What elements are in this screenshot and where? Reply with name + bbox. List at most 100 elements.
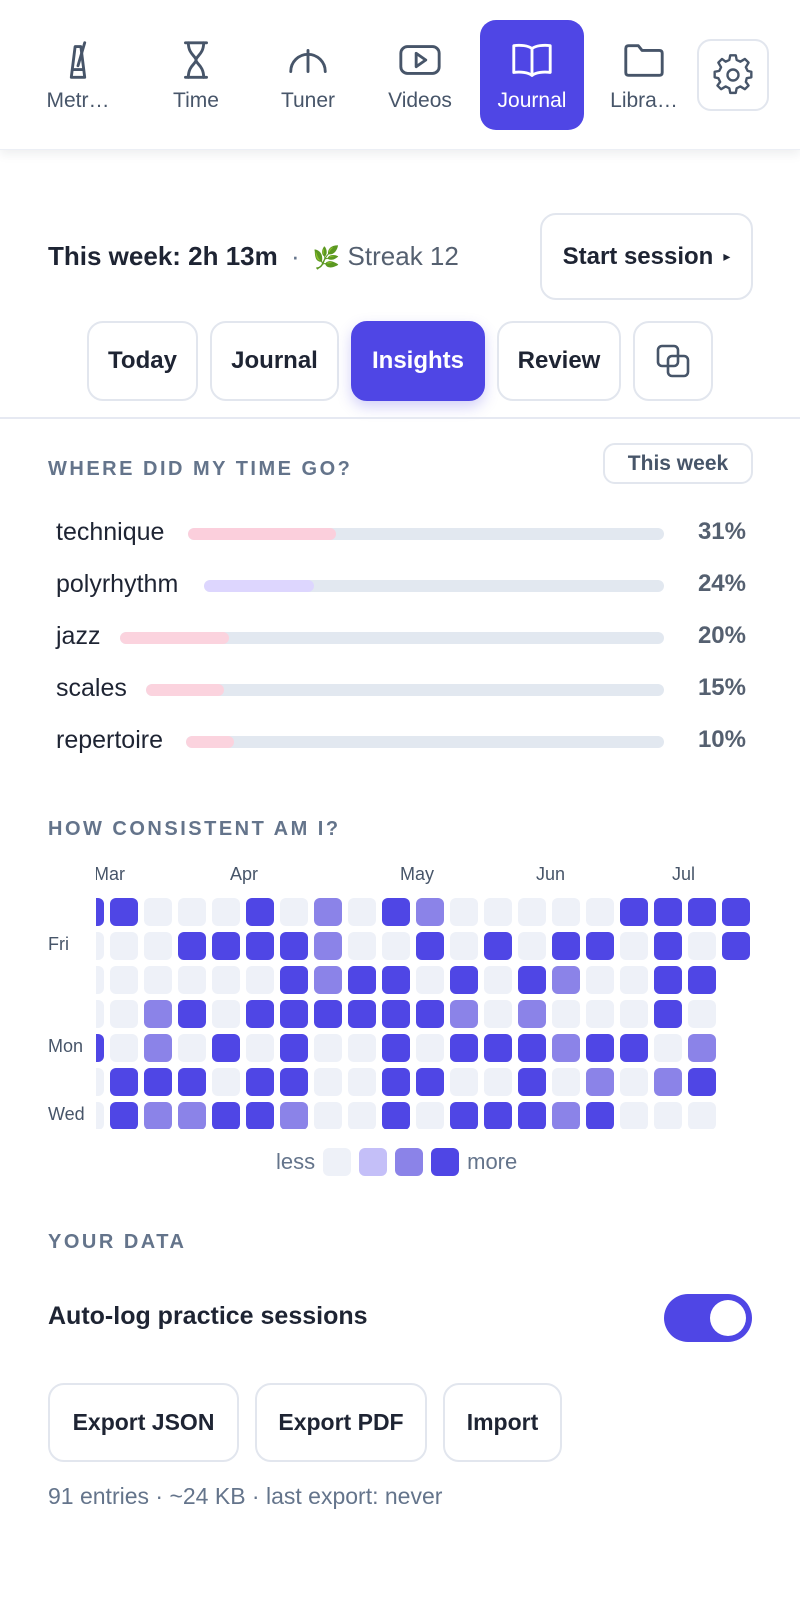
heatmap-cell [144, 932, 172, 960]
heatmap-cell [212, 898, 240, 926]
heatmap-cell [314, 1102, 342, 1129]
time-bar-fill [146, 684, 224, 696]
heatmap-cell [688, 966, 716, 994]
heatmap-cell [654, 1068, 682, 1096]
heatmap-cell [586, 1034, 614, 1062]
heatmap-cell [620, 1102, 648, 1129]
time-row-label: repertoire [56, 726, 163, 754]
heatmap-cell [552, 1034, 580, 1062]
import-button[interactable]: Import [443, 1383, 562, 1462]
heatmap-cell [212, 966, 240, 994]
heatmap-cell [484, 1034, 512, 1062]
button-label: Import [466, 1409, 539, 1435]
export-json-button[interactable]: Export JSON [48, 1383, 239, 1462]
heatmap-cell [620, 898, 648, 926]
tab-journal[interactable]: Journal [210, 321, 339, 401]
consistency-heatmap: Mar Apr May Jun Jul [96, 864, 756, 1129]
nav-item-label: Time [173, 89, 219, 112]
heatmap-cell [280, 1068, 308, 1096]
time-range-button[interactable]: This week [603, 443, 753, 484]
gear-icon [713, 54, 753, 95]
heatmap-cell [450, 1102, 478, 1129]
heatmap-cell [450, 898, 478, 926]
tab-today[interactable]: Today [87, 321, 198, 401]
tab-compare[interactable] [633, 321, 713, 401]
data-section-heading: YOUR DATA [48, 1231, 187, 1253]
export-pdf-button[interactable]: Export PDF [255, 1383, 427, 1462]
heatmap-cell [688, 1034, 716, 1062]
heatmap-cell [722, 932, 750, 960]
heatmap-cell [280, 932, 308, 960]
heatmap-cell [110, 1000, 138, 1028]
heatmap-cell [110, 1102, 138, 1129]
settings-button[interactable] [697, 39, 769, 111]
time-row-label: jazz [56, 622, 101, 650]
nav-item-time[interactable]: Time [144, 20, 248, 130]
time-bar-fill [120, 632, 229, 644]
time-bar-track [186, 736, 664, 748]
nav-item-tuner[interactable]: Tuner [256, 20, 360, 130]
heatmap-cell [382, 1068, 410, 1096]
heatmap-cell [484, 1068, 512, 1096]
section-divider [0, 417, 800, 419]
heatmap-cell [688, 1068, 716, 1096]
heatmap-cell [314, 1034, 342, 1062]
heatmap-cell [552, 932, 580, 960]
heatmap-cell [96, 1034, 104, 1062]
heatmap-cell [280, 1000, 308, 1028]
heatmap-cell [280, 1034, 308, 1062]
play-triangle-icon: ▸ [723, 248, 731, 264]
heatmap-cell [654, 1102, 682, 1129]
heatmap-cell [518, 1034, 546, 1062]
heatmap-cell [688, 898, 716, 926]
heatmap-cell [246, 1034, 274, 1062]
heatmap-cell [518, 1068, 546, 1096]
heatmap-cell [416, 1068, 444, 1096]
heatmap-cell [144, 1068, 172, 1096]
heatmap-cell [518, 932, 546, 960]
time-range-label: This week [627, 451, 729, 475]
top-navigation: Metr… Time Tuner Videos Journal Libra… [0, 0, 800, 150]
nav-item-metronome[interactable]: Metr… [26, 20, 130, 130]
heatmap-cell [586, 932, 614, 960]
start-session-label: Start session [562, 242, 714, 270]
legend-swatch [359, 1148, 388, 1176]
autolog-toggle[interactable] [664, 1294, 752, 1342]
time-row-technique: technique 31% [56, 512, 746, 552]
tab-review[interactable]: Review [497, 321, 621, 401]
heatmap-cell [450, 1000, 478, 1028]
nav-item-videos[interactable]: Videos [368, 20, 472, 130]
heatmap-cell [314, 1000, 342, 1028]
heatmap-cell [348, 1000, 376, 1028]
tab-insights[interactable]: Insights [351, 321, 485, 401]
heatmap-cell [178, 1034, 206, 1062]
heatmap-legend: less more [276, 1147, 517, 1177]
heatmap-cell [688, 1102, 716, 1129]
heatmap-cell [348, 1034, 376, 1062]
heatmap-cell [654, 966, 682, 994]
heatmap-cell [144, 1000, 172, 1028]
nav-item-library[interactable]: Libra… [592, 20, 696, 130]
heatmap-cell [620, 1068, 648, 1096]
heatmap-cell [280, 898, 308, 926]
time-row-percent: 31% [697, 518, 746, 545]
heatmap-cell [654, 932, 682, 960]
heatmap-cell [586, 1102, 614, 1129]
heatmap-cell [654, 1034, 682, 1062]
heatmap-cell [552, 1102, 580, 1129]
nav-item-journal[interactable]: Journal [480, 20, 584, 130]
heatmap-cell [586, 898, 614, 926]
heatmap-cell [246, 932, 274, 960]
start-session-button[interactable]: Start session ▸ [540, 213, 753, 300]
heatmap-month-label: Jun [536, 864, 566, 884]
legend-more-label: more [467, 1149, 518, 1174]
heatmap-cell [110, 1034, 138, 1062]
heatmap-cell [314, 1068, 342, 1096]
heatmap-cell [450, 966, 478, 994]
heatmap-cell [178, 1068, 206, 1096]
video-play-icon [399, 45, 441, 75]
heatmap-cell [246, 1102, 274, 1129]
heatmap-cell [212, 1068, 240, 1096]
heatmap-cell [144, 1102, 172, 1129]
heatmap-cell [416, 898, 444, 926]
